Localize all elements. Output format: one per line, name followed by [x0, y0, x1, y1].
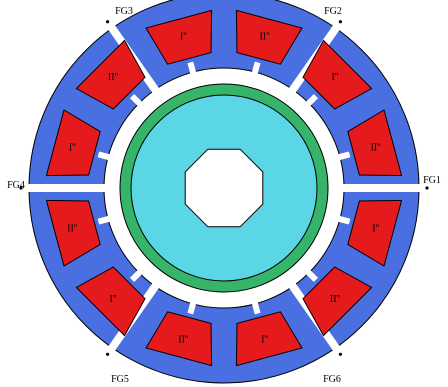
slot-opening: [129, 269, 143, 283]
slot-opening: [305, 269, 319, 283]
coil-label: I'': [110, 294, 117, 305]
coil-2: [347, 109, 403, 177]
slot-opening: [97, 215, 111, 225]
slot-opening: [187, 301, 197, 315]
coil-label: I'': [372, 224, 379, 235]
coil-label: II'': [371, 142, 381, 153]
fg-arrow-marker: [338, 352, 342, 356]
fg-label-3: FG3: [115, 6, 133, 17]
coil-9: [45, 109, 101, 177]
fg-arrow-marker: [425, 186, 429, 190]
coil-1: [302, 39, 373, 110]
coil-7: [75, 266, 146, 337]
slot-opening: [251, 61, 261, 75]
coil-label: I'': [69, 142, 76, 153]
coil-label: I'': [180, 31, 187, 42]
fg-label-5: FG5: [111, 374, 129, 385]
fg-label-4: FG4: [7, 180, 25, 191]
coil-windings: I'' II'' I'' II'' I'' II'' I'' II'' I'' II'' I'' II…: [45, 9, 403, 367]
coil-label: II'': [108, 72, 118, 83]
fg-label-6: FG6: [323, 374, 341, 385]
coil-3: [347, 199, 403, 267]
fg-arrow-marker: [338, 20, 342, 24]
coil-label: II'': [178, 335, 188, 346]
slot-opening: [251, 301, 261, 315]
coil-12: [235, 9, 303, 65]
fg-arrow-marker: [106, 20, 110, 24]
coil-label: I'': [332, 72, 339, 83]
coil-4: [302, 266, 373, 337]
slot-opening: [305, 93, 319, 107]
fg-arrow-marker: [106, 352, 110, 356]
coil-label: II'': [330, 294, 340, 305]
slot-opening: [97, 151, 111, 161]
fg-label-1: FG1: [423, 175, 441, 186]
shaft-bore: [184, 148, 264, 228]
slot-openings: [97, 61, 351, 315]
rotor: [119, 83, 329, 293]
coil-6: [145, 311, 213, 367]
coil-label: II'': [67, 224, 77, 235]
slot-opening: [187, 61, 197, 75]
slot-opening: [337, 151, 351, 161]
slot-opening: [337, 215, 351, 225]
fg-arrow-marker: [19, 186, 23, 190]
coil-5: [235, 311, 303, 367]
flux-gap-markers: FG1 FG2 FG3 FG4 FG5 FG6: [7, 6, 441, 385]
coil-label: I'': [261, 335, 268, 346]
coil-10: [75, 39, 146, 110]
fg-label-2: FG2: [324, 6, 342, 17]
coil-8: [45, 199, 101, 267]
slot-opening: [129, 93, 143, 107]
coil-11: [145, 9, 213, 65]
coil-label: II'': [259, 31, 269, 42]
